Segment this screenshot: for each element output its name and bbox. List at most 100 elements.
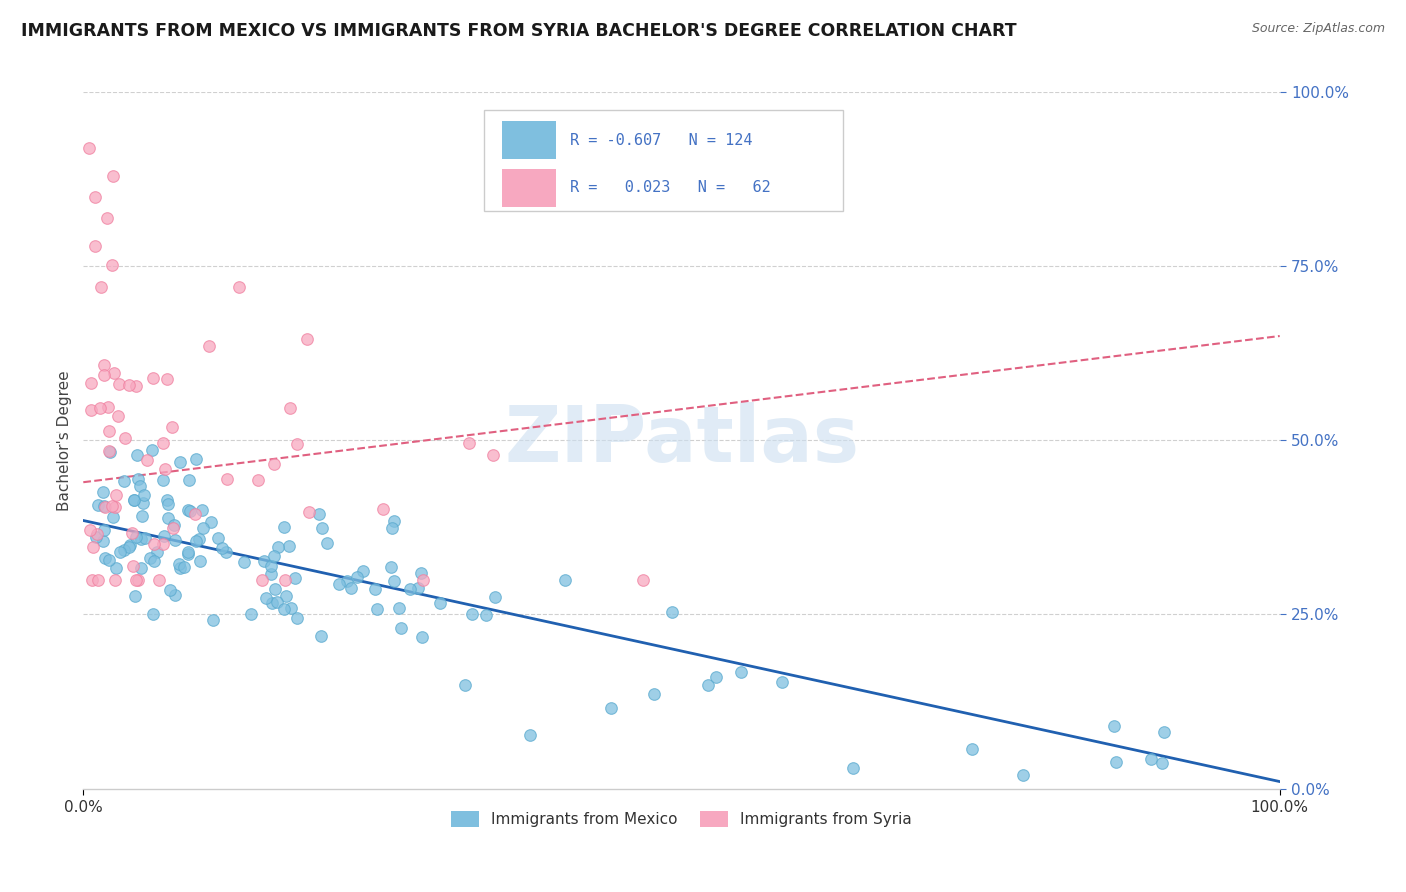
Point: [1011, 768, 1033, 782]
Point: [697, 678, 720, 692]
Point: [124, 492, 146, 507]
Point: [93, 499, 115, 513]
Point: [155, 462, 177, 476]
Point: [97, 424, 120, 438]
Point: [152, 473, 174, 487]
Point: [97, 443, 120, 458]
Point: [346, 570, 368, 584]
Point: [84, 530, 107, 544]
Point: [114, 432, 136, 446]
Point: [250, 573, 273, 587]
Point: [129, 533, 152, 547]
Point: [371, 502, 394, 516]
Point: [266, 595, 288, 609]
Text: R =   0.023   N =   62: R = 0.023 N = 62: [571, 180, 770, 195]
Point: [475, 608, 498, 623]
Point: [159, 582, 181, 597]
Point: [134, 532, 156, 546]
Point: [198, 339, 221, 353]
Point: [411, 566, 433, 580]
Point: [1105, 755, 1128, 769]
Point: [79, 523, 101, 537]
Point: [278, 540, 301, 554]
Point: [308, 508, 330, 522]
Point: [86, 527, 108, 541]
Point: [389, 621, 412, 635]
Point: [184, 507, 207, 521]
Bar: [502, 121, 555, 159]
Point: [284, 571, 307, 585]
Point: [201, 613, 224, 627]
Point: [163, 588, 186, 602]
Point: [429, 597, 451, 611]
Point: [1102, 718, 1125, 732]
Point: [87, 498, 110, 512]
Point: [169, 561, 191, 575]
Point: [316, 535, 339, 549]
Point: [215, 472, 238, 486]
Point: [118, 541, 141, 555]
Point: [260, 567, 283, 582]
Point: [285, 437, 308, 451]
Text: IMMIGRANTS FROM MEXICO VS IMMIGRANTS FROM SYRIA BACHELOR'S DEGREE CORRELATION CH: IMMIGRANTS FROM MEXICO VS IMMIGRANTS FRO…: [21, 22, 1017, 40]
Point: [94, 500, 117, 515]
Point: [80, 402, 103, 417]
Point: [98, 445, 121, 459]
Point: [134, 488, 156, 502]
Point: [127, 573, 149, 587]
Point: [112, 543, 135, 558]
Point: [232, 555, 254, 569]
Point: [228, 280, 250, 294]
Point: [406, 581, 429, 595]
Point: [190, 554, 212, 568]
Point: [280, 401, 302, 416]
Point: [157, 511, 180, 525]
Point: [960, 741, 983, 756]
Point: [98, 553, 121, 567]
Point: [152, 435, 174, 450]
Point: [179, 474, 201, 488]
Point: [554, 573, 576, 587]
Text: R = -0.607   N = 124: R = -0.607 N = 124: [571, 133, 752, 147]
Point: [1150, 756, 1173, 770]
Point: [388, 601, 411, 615]
Point: [730, 665, 752, 679]
Point: [157, 497, 180, 511]
Point: [124, 589, 146, 603]
Point: [162, 420, 184, 434]
Point: [252, 554, 274, 568]
Point: [104, 500, 127, 514]
Point: [1139, 752, 1161, 766]
Point: [704, 670, 727, 684]
Point: [188, 532, 211, 546]
Point: [264, 582, 287, 597]
Point: [112, 474, 135, 488]
Point: [186, 451, 208, 466]
Point: [382, 574, 405, 589]
Point: [177, 547, 200, 561]
Point: [177, 545, 200, 559]
Point: [93, 368, 115, 383]
Point: [366, 602, 388, 616]
Point: [273, 602, 295, 616]
Point: [131, 508, 153, 523]
Point: [263, 457, 285, 471]
Point: [165, 533, 187, 548]
Point: [211, 541, 233, 555]
Point: [104, 573, 127, 587]
Point: [87, 573, 110, 587]
Point: [247, 473, 270, 487]
Point: [136, 453, 159, 467]
Point: [380, 559, 402, 574]
Point: [132, 496, 155, 510]
Point: [107, 376, 129, 391]
Point: [214, 545, 236, 559]
Point: [163, 518, 186, 533]
Point: [298, 505, 321, 519]
Point: [382, 514, 405, 528]
Point: [127, 472, 149, 486]
Point: [169, 455, 191, 469]
Point: [110, 545, 132, 559]
Point: [125, 448, 148, 462]
Point: [599, 701, 621, 715]
